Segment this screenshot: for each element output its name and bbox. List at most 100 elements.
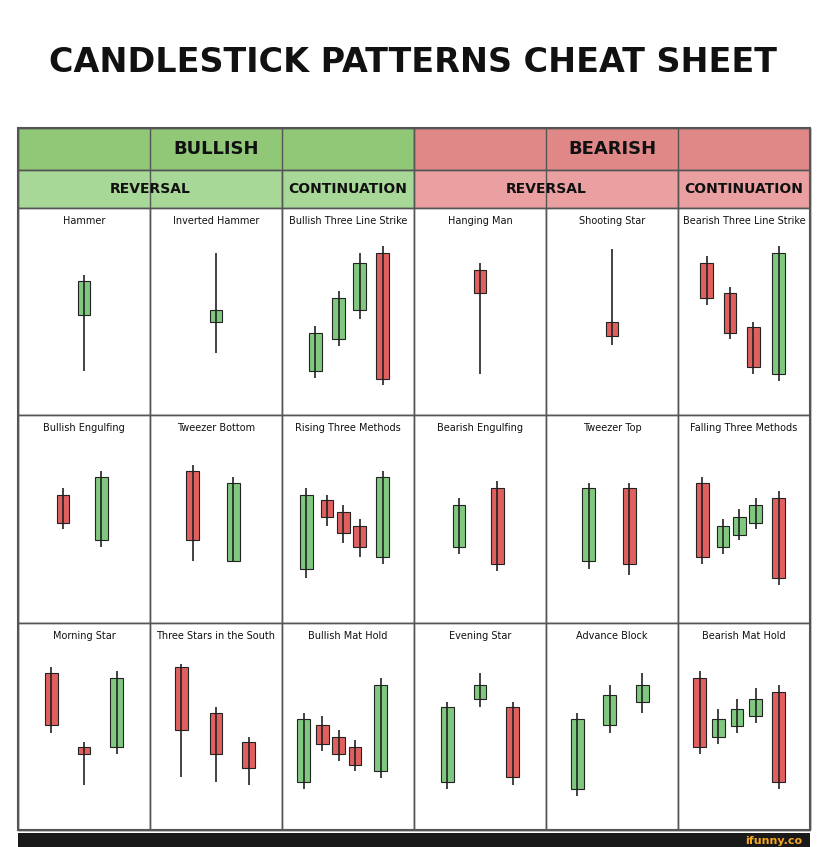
Bar	[337, 512, 350, 533]
Bar	[678, 415, 810, 623]
Bar	[242, 742, 255, 768]
Bar	[110, 678, 123, 747]
Text: Tweezer Bottom: Tweezer Bottom	[177, 424, 255, 434]
Bar	[332, 737, 345, 754]
Bar	[733, 518, 746, 534]
Bar	[636, 685, 648, 702]
Bar	[414, 128, 810, 170]
Bar	[282, 415, 414, 623]
Bar	[282, 208, 414, 415]
Bar	[209, 712, 222, 754]
Text: Evening Star: Evening Star	[449, 631, 511, 640]
Bar	[95, 478, 108, 540]
Text: CONTINUATION: CONTINUATION	[685, 182, 804, 196]
Bar	[474, 685, 486, 699]
Bar	[282, 623, 414, 830]
Bar	[452, 505, 466, 547]
Bar	[374, 685, 387, 772]
Bar	[353, 526, 366, 547]
Bar	[724, 293, 737, 333]
Bar	[414, 208, 546, 415]
Text: Tweezer Top: Tweezer Top	[583, 424, 642, 434]
Text: Bearish Mat Hold: Bearish Mat Hold	[702, 631, 786, 640]
Bar	[78, 747, 90, 754]
Bar	[546, 623, 678, 830]
Text: CONTINUATION: CONTINUATION	[289, 182, 408, 196]
Bar	[582, 488, 595, 561]
Text: Bullish Mat Hold: Bullish Mat Hold	[308, 631, 388, 640]
Bar	[605, 322, 619, 336]
Bar	[678, 623, 810, 830]
Bar	[18, 170, 282, 208]
Bar	[474, 270, 486, 293]
Text: Shooting Star: Shooting Star	[579, 216, 645, 226]
Bar	[300, 495, 313, 569]
Text: Hammer: Hammer	[63, 216, 105, 226]
Bar	[749, 699, 762, 716]
Bar	[700, 263, 713, 298]
Bar	[376, 478, 390, 557]
Text: ifunny.co: ifunny.co	[745, 836, 802, 846]
Text: Advance Block: Advance Block	[576, 631, 648, 640]
Bar	[696, 483, 709, 557]
Bar	[45, 673, 58, 725]
Bar	[730, 709, 743, 727]
Bar	[18, 415, 150, 623]
Bar	[57, 495, 69, 523]
Bar	[282, 170, 414, 208]
Text: Falling Three Methods: Falling Three Methods	[691, 424, 797, 434]
Text: Bullish Engulfing: Bullish Engulfing	[43, 424, 125, 434]
Bar	[353, 263, 366, 310]
Bar	[747, 327, 760, 368]
Bar	[603, 695, 616, 725]
Text: REVERSAL: REVERSAL	[505, 182, 586, 196]
Bar	[772, 252, 786, 374]
Text: Bearish Three Line Strike: Bearish Three Line Strike	[682, 216, 805, 226]
Bar	[309, 333, 322, 371]
Bar	[546, 208, 678, 415]
Bar	[150, 623, 282, 830]
Bar	[678, 208, 810, 415]
Bar	[332, 298, 345, 340]
Text: Bullish Three Line Strike: Bullish Three Line Strike	[289, 216, 407, 226]
Bar	[491, 488, 504, 564]
Bar	[694, 678, 706, 747]
Bar	[227, 483, 240, 561]
Text: BEARISH: BEARISH	[568, 140, 656, 158]
Text: Rising Three Methods: Rising Three Methods	[295, 424, 401, 434]
Bar	[772, 498, 786, 578]
Bar	[376, 252, 390, 379]
Bar	[18, 208, 150, 415]
Text: REVERSAL: REVERSAL	[109, 182, 190, 196]
Bar	[623, 488, 636, 564]
Text: Inverted Hammer: Inverted Hammer	[173, 216, 259, 226]
Bar	[18, 128, 810, 830]
Bar	[18, 623, 150, 830]
Bar	[546, 415, 678, 623]
Bar	[712, 719, 724, 737]
Bar	[349, 747, 361, 765]
Bar	[749, 505, 762, 523]
Bar	[414, 170, 678, 208]
Text: Three Stars in the South: Three Stars in the South	[156, 631, 275, 640]
Text: CANDLESTICK PATTERNS CHEAT SHEET: CANDLESTICK PATTERNS CHEAT SHEET	[49, 46, 777, 79]
Text: Morning Star: Morning Star	[53, 631, 116, 640]
Text: Bearish Engulfing: Bearish Engulfing	[437, 424, 523, 434]
Text: BULLISH: BULLISH	[173, 140, 259, 158]
Text: Hanging Man: Hanging Man	[447, 216, 513, 226]
Bar	[441, 707, 454, 782]
Bar	[772, 692, 786, 782]
Bar	[18, 128, 414, 170]
Bar	[150, 208, 282, 415]
Bar	[571, 719, 584, 789]
Bar	[414, 415, 546, 623]
Bar	[316, 725, 329, 744]
Bar	[321, 500, 333, 518]
Bar	[174, 667, 188, 730]
Bar	[414, 623, 546, 830]
Bar	[506, 707, 519, 777]
Bar	[78, 280, 90, 315]
Bar	[717, 526, 729, 547]
Bar	[678, 170, 810, 208]
Bar	[18, 833, 810, 847]
